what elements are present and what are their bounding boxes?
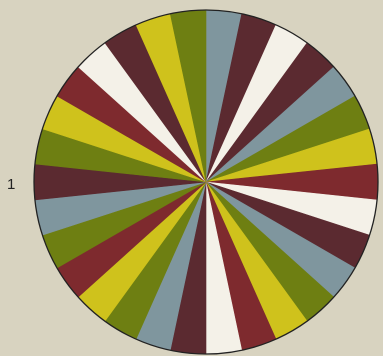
wheel-segments — [33, 9, 379, 355]
wheel-outline — [33, 9, 379, 355]
figure-label: 1 — [7, 176, 16, 193]
